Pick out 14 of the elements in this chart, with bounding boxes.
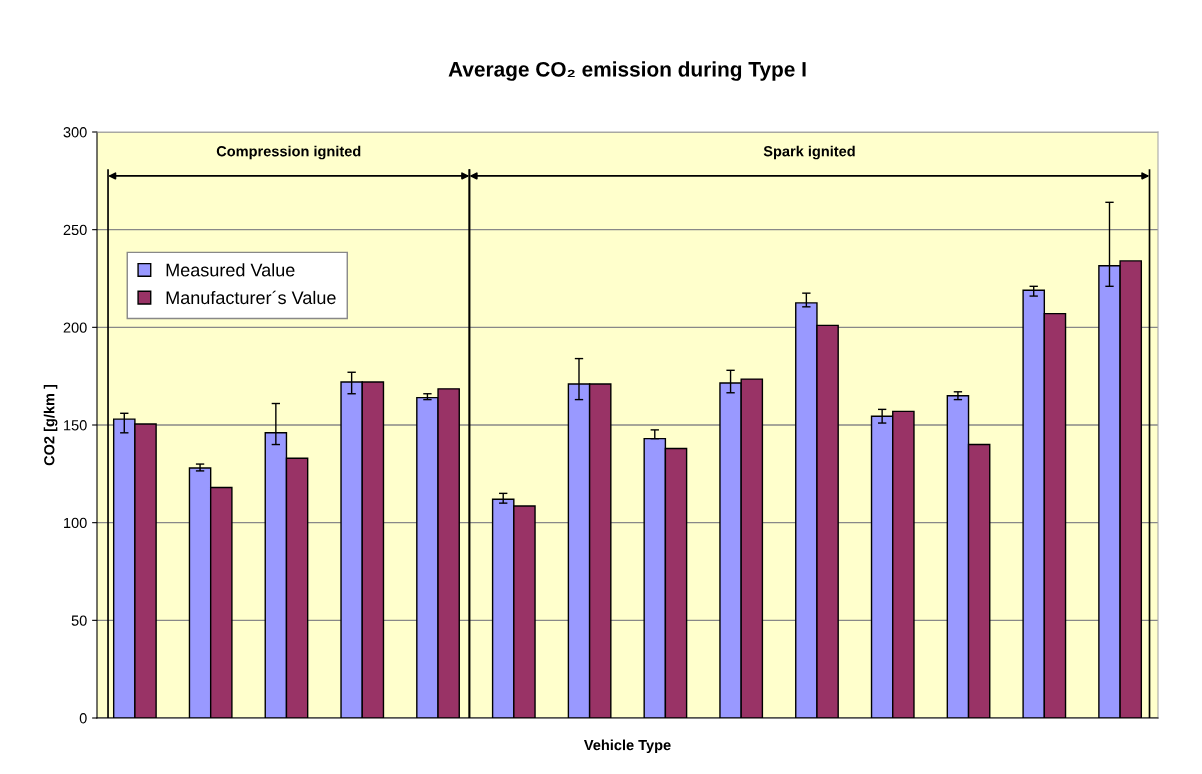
y-tick-label: 0 [79, 713, 87, 724]
annotation: Compression ignited [216, 145, 361, 160]
y-axis-title: CO2 [g/km ] [43, 384, 58, 466]
y-tick-label: 100 [64, 517, 87, 529]
y-tick-label: 200 [63, 322, 87, 333]
y-tick-label: 50 [71, 615, 87, 626]
x-axis-title: Vehicle Type [583, 739, 671, 754]
legend-label: Measured Value [166, 263, 295, 277]
annotation: Spark ignited [763, 145, 855, 160]
y-tick-label: 300 [63, 127, 87, 138]
y-tick-label: 250 [63, 224, 87, 236]
legend-label: Manufacturer´s Value [166, 290, 336, 305]
chart-title: Average CO₂ emission during Type I [448, 61, 806, 81]
y-tick-label: 150 [64, 420, 87, 431]
